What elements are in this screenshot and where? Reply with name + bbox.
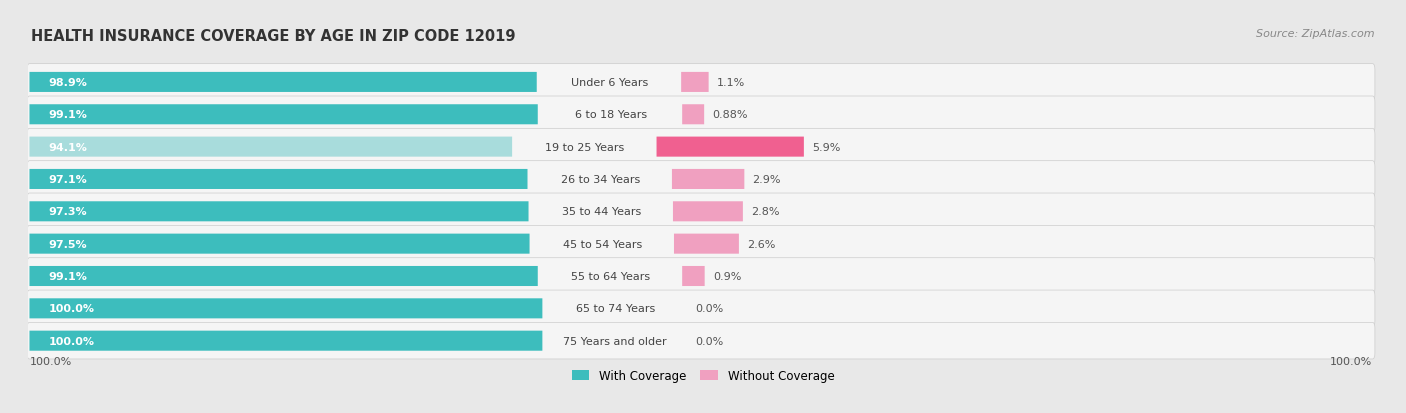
Text: 97.5%: 97.5% (48, 239, 87, 249)
FancyBboxPatch shape (673, 234, 740, 254)
FancyBboxPatch shape (30, 234, 530, 254)
Legend: With Coverage, Without Coverage: With Coverage, Without Coverage (572, 369, 834, 382)
Text: 0.88%: 0.88% (713, 110, 748, 120)
FancyBboxPatch shape (672, 169, 744, 190)
Text: 100.0%: 100.0% (30, 356, 72, 366)
Text: 19 to 25 Years: 19 to 25 Years (546, 142, 624, 152)
FancyBboxPatch shape (30, 202, 529, 222)
FancyBboxPatch shape (673, 202, 742, 222)
Text: 2.9%: 2.9% (752, 175, 780, 185)
FancyBboxPatch shape (30, 299, 543, 318)
Text: 2.8%: 2.8% (751, 207, 779, 217)
Text: 0.0%: 0.0% (695, 304, 723, 313)
Text: HEALTH INSURANCE COVERAGE BY AGE IN ZIP CODE 12019: HEALTH INSURANCE COVERAGE BY AGE IN ZIP … (31, 29, 516, 44)
FancyBboxPatch shape (30, 266, 537, 286)
Text: 2.6%: 2.6% (747, 239, 775, 249)
FancyBboxPatch shape (30, 169, 527, 190)
FancyBboxPatch shape (681, 73, 709, 93)
FancyBboxPatch shape (27, 64, 1375, 101)
Text: 99.1%: 99.1% (48, 110, 87, 120)
Text: Source: ZipAtlas.com: Source: ZipAtlas.com (1257, 29, 1375, 39)
Text: 26 to 34 Years: 26 to 34 Years (561, 175, 640, 185)
Text: 99.1%: 99.1% (48, 271, 87, 281)
FancyBboxPatch shape (30, 331, 543, 351)
FancyBboxPatch shape (682, 266, 704, 286)
Text: Under 6 Years: Under 6 Years (571, 78, 648, 88)
Text: 0.0%: 0.0% (695, 336, 723, 346)
Text: 35 to 44 Years: 35 to 44 Years (562, 207, 641, 217)
FancyBboxPatch shape (30, 105, 537, 125)
FancyBboxPatch shape (27, 290, 1375, 327)
FancyBboxPatch shape (657, 137, 804, 157)
Text: 97.1%: 97.1% (48, 175, 87, 185)
Text: 97.3%: 97.3% (48, 207, 87, 217)
Text: 100.0%: 100.0% (1330, 356, 1372, 366)
FancyBboxPatch shape (30, 73, 537, 93)
Text: 5.9%: 5.9% (813, 142, 841, 152)
Text: 75 Years and older: 75 Years and older (564, 336, 666, 346)
FancyBboxPatch shape (27, 323, 1375, 359)
Text: 1.1%: 1.1% (717, 78, 745, 88)
Text: 0.9%: 0.9% (713, 271, 741, 281)
FancyBboxPatch shape (27, 258, 1375, 294)
Text: 45 to 54 Years: 45 to 54 Years (562, 239, 643, 249)
Text: 65 to 74 Years: 65 to 74 Years (575, 304, 655, 313)
FancyBboxPatch shape (27, 129, 1375, 166)
Text: 100.0%: 100.0% (48, 336, 94, 346)
FancyBboxPatch shape (682, 105, 704, 125)
Text: 100.0%: 100.0% (48, 304, 94, 313)
Text: 94.1%: 94.1% (48, 142, 87, 152)
Text: 6 to 18 Years: 6 to 18 Years (575, 110, 647, 120)
Text: 55 to 64 Years: 55 to 64 Years (571, 271, 650, 281)
FancyBboxPatch shape (27, 194, 1375, 230)
FancyBboxPatch shape (27, 226, 1375, 262)
FancyBboxPatch shape (27, 161, 1375, 198)
Text: 98.9%: 98.9% (48, 78, 87, 88)
FancyBboxPatch shape (30, 137, 512, 157)
FancyBboxPatch shape (27, 97, 1375, 133)
